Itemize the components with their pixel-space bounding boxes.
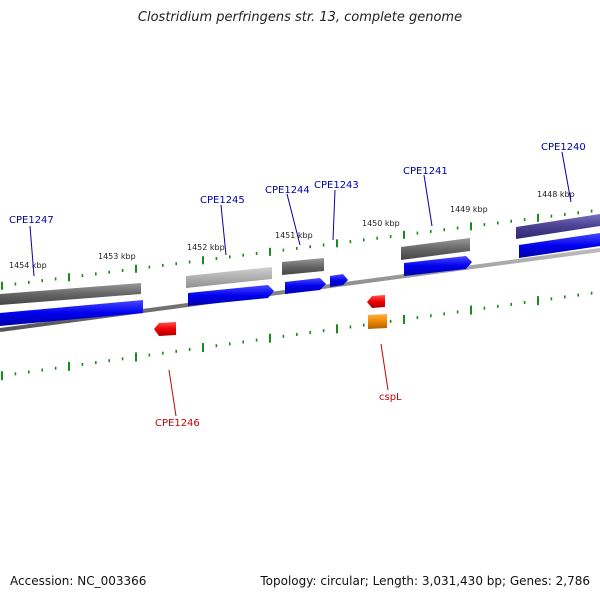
gene-track-upper xyxy=(0,214,600,305)
gene-label-cpe1247[interactable]: CPE1247 xyxy=(9,215,54,226)
leader-line xyxy=(423,174,433,227)
scale-ticks-inner xyxy=(1,291,593,381)
cds-forward-arrow[interactable] xyxy=(0,300,143,326)
scale-labels: 1454 kbp 1453 kbp 1452 kbp 1451 kbp 1450… xyxy=(9,190,575,270)
scale-label: 1454 kbp xyxy=(9,261,47,270)
gene-feature-grey[interactable] xyxy=(0,283,141,305)
gene-labels: CPE1247 CPE1245 CPE1244 CPE1243 CPE1241 … xyxy=(9,142,586,429)
leader-line xyxy=(561,151,572,203)
leader-line xyxy=(332,189,336,241)
gene-label-cpe1240[interactable]: CPE1240 xyxy=(541,142,586,153)
gene-label-cpe1244[interactable]: CPE1244 xyxy=(265,185,310,196)
genome-summary-text: Topology: circular; Length: 3,031,430 bp… xyxy=(260,574,590,588)
scale-label: 1453 kbp xyxy=(98,252,136,261)
label-leaders xyxy=(29,151,572,417)
gene-label-cpe1245[interactable]: CPE1245 xyxy=(200,195,245,206)
cds-reverse-arrow[interactable] xyxy=(154,322,176,336)
scale-label: 1451 kbp xyxy=(275,231,313,240)
gene-label-cpe1241[interactable]: CPE1241 xyxy=(403,166,448,177)
gene-feature-grey[interactable] xyxy=(282,258,324,275)
cds-forward-arrow[interactable] xyxy=(519,233,600,258)
cds-track-reverse xyxy=(154,295,387,336)
gene-feature-purple[interactable] xyxy=(516,214,600,239)
scale-label: 1450 kbp xyxy=(362,219,400,228)
scale-label: 1449 kbp xyxy=(450,205,488,214)
cds-track-forward xyxy=(0,233,600,326)
leader-line xyxy=(29,225,35,277)
gene-feature-light[interactable] xyxy=(186,267,272,288)
gene-feature-grey[interactable] xyxy=(401,238,470,260)
scale-label: 1452 kbp xyxy=(187,243,225,252)
orange-feature[interactable] xyxy=(368,314,387,329)
scale-label: 1448 kbp xyxy=(537,190,575,199)
scale-ticks-outer xyxy=(1,209,593,290)
cds-forward-arrow[interactable] xyxy=(330,274,348,287)
map-title: Clostridium perfringens str. 13, complet… xyxy=(137,10,463,25)
gene-label-cspl[interactable]: cspL xyxy=(379,392,402,403)
cds-forward-arrow[interactable] xyxy=(404,256,472,276)
leader-line xyxy=(286,193,301,246)
leader-line xyxy=(220,204,227,256)
leader-line xyxy=(380,343,389,391)
leader-line xyxy=(168,369,177,417)
gene-label-cpe1243[interactable]: CPE1243 xyxy=(314,180,359,191)
cds-reverse-arrow[interactable] xyxy=(367,295,385,308)
gene-label-cpe1246[interactable]: CPE1246 xyxy=(155,418,200,429)
accession-text: Accession: NC_003366 xyxy=(10,574,147,588)
cds-forward-arrow[interactable] xyxy=(188,285,274,306)
cds-forward-arrow[interactable] xyxy=(285,278,326,294)
